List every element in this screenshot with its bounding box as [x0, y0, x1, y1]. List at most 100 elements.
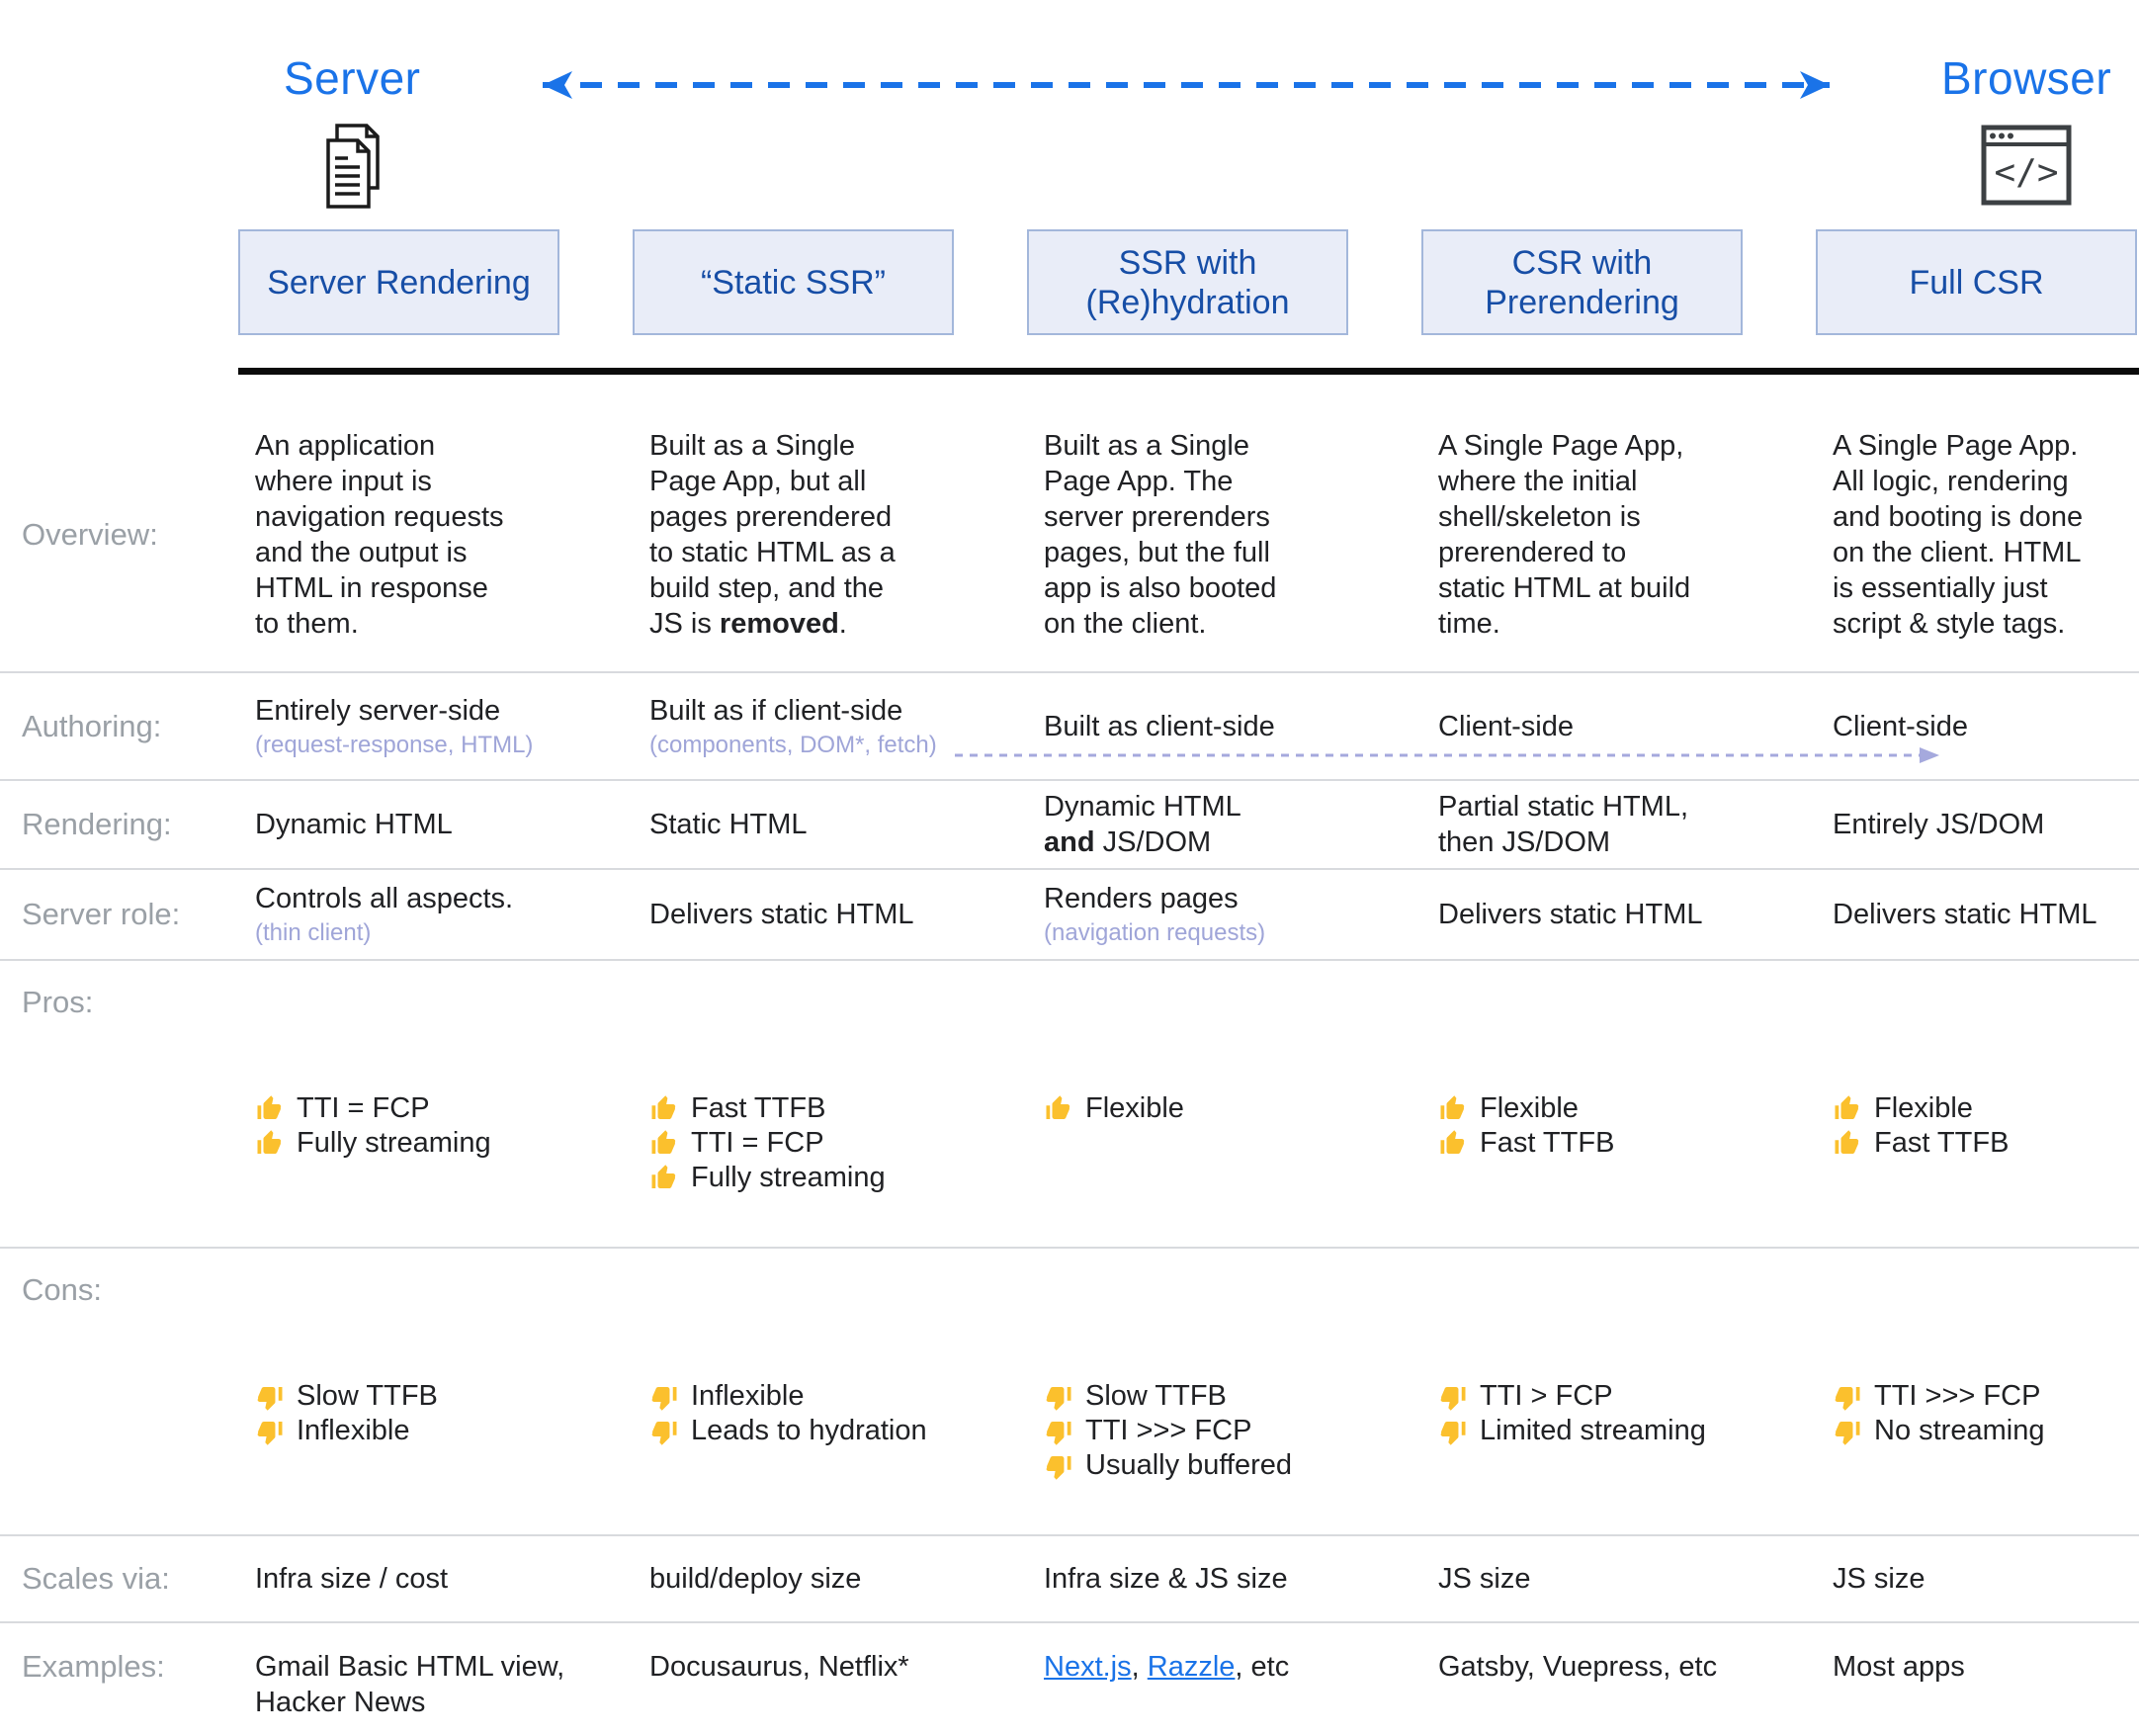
cell-authoring-col5: Client-side: [1833, 710, 1968, 742]
cell-scales-col1: Infra size / cost: [255, 1563, 449, 1595]
row-label-pros: Pros:: [22, 985, 94, 1019]
cell-authoring-col2: Built as if client-side (components, DOM*…: [633, 693, 1027, 760]
cell-scales-col5: JS size: [1833, 1563, 1925, 1595]
thumbs-up-icon: [651, 1094, 676, 1119]
thumbs-down-icon: [257, 1386, 283, 1411]
code-glyph: </>: [1994, 152, 2058, 193]
cell-pros-col2: Fast TTFB TTI = FCP Fully streaming: [633, 985, 1027, 1231]
pros-item: Fully streaming: [649, 1161, 991, 1195]
column-header-ssr-rehydration: SSR with (Re)hydration: [1027, 229, 1348, 335]
cell-rendering-col5: Entirely JS/DOM: [1833, 809, 2045, 840]
column-header-server-rendering: Server Rendering: [238, 229, 559, 335]
thumbs-down-icon: [1440, 1386, 1466, 1411]
scales-via-row: Scales via: Infra size / cost build/depl…: [0, 1536, 2139, 1623]
cell-cons-col4: TTI > FCP Limited streaming: [1421, 1272, 1816, 1519]
thumbs-up-icon: [1835, 1094, 1859, 1119]
cell-overview-col3: Built as a Single Page App. The server p…: [1044, 430, 1277, 640]
cons-row: Cons: Slow TTFB Inflexible Inflexible Lead…: [0, 1249, 2139, 1536]
thumbs-up-icon: [651, 1164, 676, 1188]
thumbs-up-icon: [257, 1129, 282, 1154]
cell-pros-col5: Flexible Fast TTFB: [1816, 985, 2139, 1231]
pros-item: TTI = FCP: [649, 1126, 991, 1161]
cell-examples-col1: Gmail Basic HTML view, Hacker News: [255, 1651, 565, 1718]
razzle-link[interactable]: Razzle: [1147, 1651, 1236, 1683]
cell-scales-col4: JS size: [1438, 1563, 1531, 1595]
cell-server-role-col4: Delivers static HTML: [1438, 899, 1703, 930]
cons-item: TTI >>> FCP: [1044, 1414, 1386, 1448]
examples-row: Examples: Gmail Basic HTML view, Hacker …: [0, 1623, 2139, 1736]
cell-scales-col2: build/deploy size: [649, 1563, 862, 1595]
cell-note: (request-response, HTML): [255, 731, 534, 758]
nextjs-link[interactable]: Next.js: [1044, 1651, 1132, 1683]
cell-cons-col3: Slow TTFB TTI >>> FCP Usually buffered: [1027, 1272, 1421, 1519]
spectrum-header: Server Browser </> Server Rendering “Sta: [0, 0, 2139, 375]
overview-row: Overview: An application where input is …: [0, 375, 2139, 673]
server-endpoint-label: Server: [284, 52, 421, 104]
cell-examples-col5: Most apps: [1833, 1651, 1965, 1683]
browser-endpoint-label: Browser: [1941, 52, 2112, 104]
cell-authoring-col3: Built as client-side: [1044, 710, 1275, 742]
cell-pros-col3: Flexible: [1027, 985, 1421, 1231]
cell-pros-col1: TTI = FCP Fully streaming: [238, 985, 633, 1231]
cons-list: Slow TTFB TTI >>> FCP Usually buffered: [1044, 1308, 1386, 1483]
cell-examples-col4: Gatsby, Vuepress, etc: [1438, 1651, 1718, 1683]
column-header-csr-prerendering: CSR with Prerendering: [1421, 229, 1743, 335]
cons-item: Leads to hydration: [649, 1414, 991, 1448]
cell-overview-col2: Built as a Single Page App, but all page…: [649, 430, 896, 640]
cell-pros-col4: Flexible Fast TTFB: [1421, 985, 1816, 1231]
cell-server-role-col3: Renders pages (navigation requests): [1027, 881, 1421, 948]
cell-authoring-col1: Entirely server-side (request-response, H…: [238, 693, 633, 760]
pros-list: TTI = FCP Fully streaming: [255, 1020, 597, 1161]
table-top-rule: [238, 368, 2139, 375]
cell-scales-col3: Infra size & JS size: [1044, 1563, 1288, 1595]
cell-rendering-col3: Dynamic HTML and JS/DOM: [1044, 791, 1241, 858]
row-label-scales-via: Scales via:: [22, 1561, 170, 1596]
cons-item: TTI > FCP: [1438, 1379, 1780, 1414]
cons-item: Inflexible: [649, 1379, 991, 1414]
row-label-overview: Overview:: [22, 517, 158, 552]
row-label-examples: Examples:: [22, 1649, 165, 1684]
cell-cons-col2: Inflexible Leads to hydration: [633, 1272, 1027, 1519]
cell-note: (thin client): [255, 919, 372, 946]
row-label-authoring: Authoring:: [22, 708, 162, 743]
cons-list: Inflexible Leads to hydration: [649, 1308, 991, 1448]
pros-item: Fully streaming: [255, 1126, 597, 1161]
pros-item: Flexible: [1833, 1091, 2103, 1126]
cons-list: Slow TTFB Inflexible: [255, 1308, 597, 1448]
pros-list: Flexible: [1044, 1020, 1386, 1126]
cons-item: Inflexible: [255, 1414, 597, 1448]
cons-list: TTI >>> FCP No streaming: [1833, 1308, 2103, 1448]
row-label-rendering: Rendering:: [22, 807, 172, 841]
row-label-cons: Cons:: [22, 1272, 102, 1307]
thumbs-down-icon: [257, 1421, 283, 1445]
cons-item: No streaming: [1833, 1414, 2103, 1448]
pros-list: Fast TTFB TTI = FCP Fully streaming: [649, 1020, 991, 1195]
cell-examples-col2: Docusaurus, Netflix*: [649, 1651, 909, 1683]
server-documents-icon: [326, 124, 380, 209]
pros-item: Fast TTFB: [1438, 1126, 1780, 1161]
column-headers: Server Rendering “Static SSR” SSR with (…: [0, 229, 2139, 335]
cons-item: Limited streaming: [1438, 1414, 1780, 1448]
thumbs-down-icon: [1046, 1421, 1071, 1445]
pros-row: Pros: TTI = FCP Fully streaming Fast TTFB…: [0, 961, 2139, 1249]
cell-cons-col1: Slow TTFB Inflexible: [238, 1272, 633, 1519]
column-header-static-ssr: “Static SSR”: [633, 229, 954, 335]
thumbs-down-icon: [651, 1421, 677, 1445]
thumbs-down-icon: [651, 1386, 677, 1411]
cell-server-role-col2: Delivers static HTML: [649, 899, 914, 930]
cell-overview-col4: A Single Page App, where the initial she…: [1438, 430, 1691, 640]
pros-item: TTI = FCP: [255, 1091, 597, 1126]
pros-item: Fast TTFB: [1833, 1126, 2103, 1161]
thumbs-up-icon: [1046, 1094, 1070, 1119]
cell-authoring-col4: Client-side: [1438, 710, 1574, 742]
cell-cons-col5: TTI >>> FCP No streaming: [1816, 1272, 2139, 1519]
cell-note: (navigation requests): [1044, 919, 1266, 946]
thumbs-up-icon: [257, 1094, 282, 1119]
cell-examples-col3: Next.js, Razzle, etc: [1044, 1651, 1290, 1683]
authoring-row: Authoring: Entirely server-side (request-…: [0, 673, 2139, 781]
thumbs-up-icon: [1835, 1129, 1859, 1154]
thumbs-down-icon: [1046, 1386, 1071, 1411]
cons-item: TTI >>> FCP: [1833, 1379, 2103, 1414]
cell-rendering-col4: Partial static HTML, then JS/DOM: [1438, 791, 1688, 858]
browser-window-icon: </>: [1981, 125, 2072, 206]
